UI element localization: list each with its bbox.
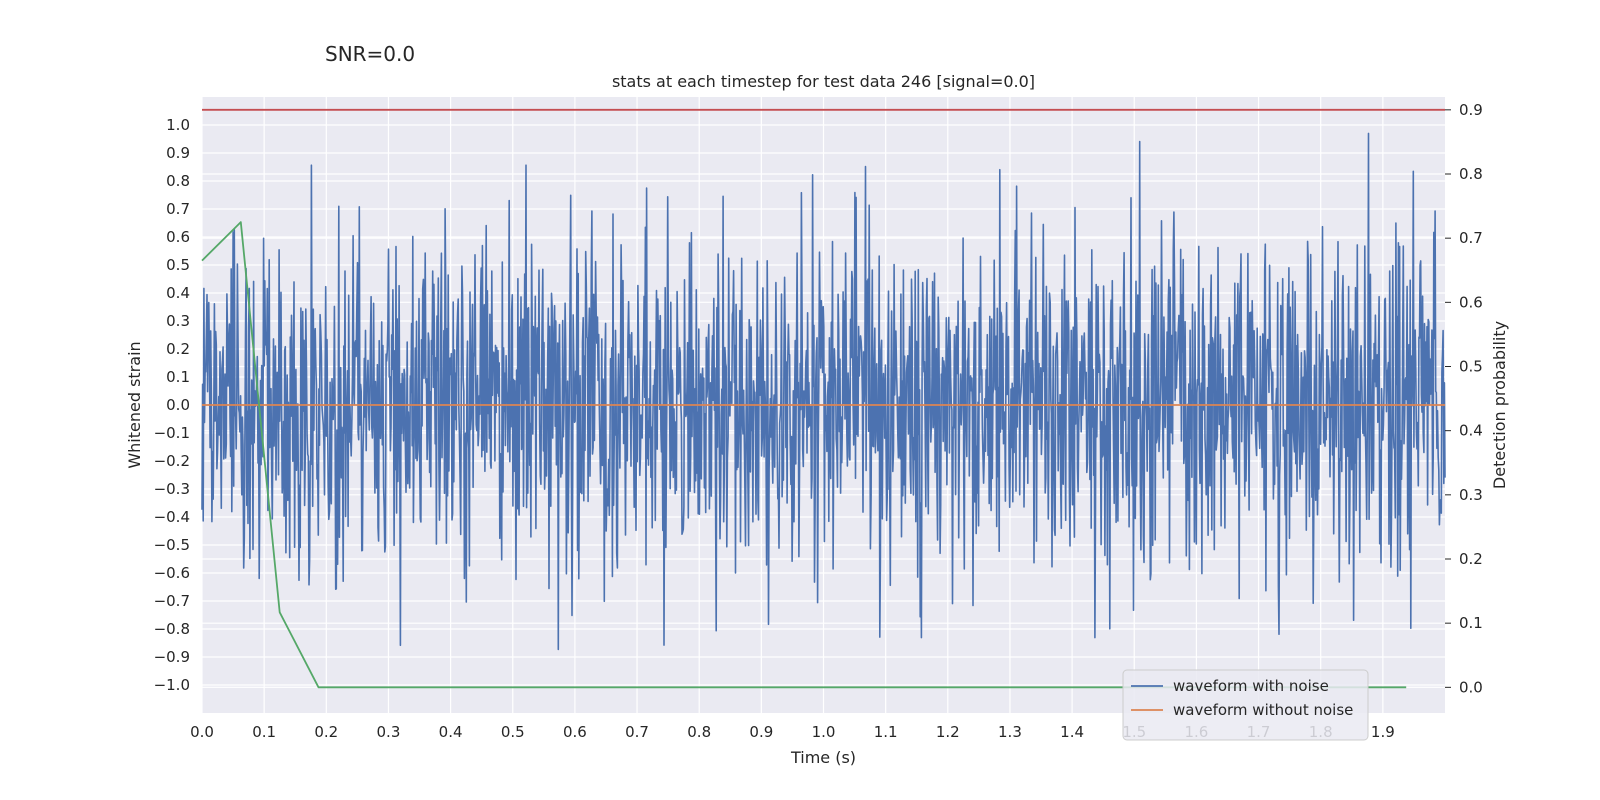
y-axis-label: Whitened strain: [125, 341, 144, 468]
x-tick-label: 0.4: [439, 723, 463, 741]
y2-tick-label: 0.4: [1459, 422, 1483, 440]
legend: waveform with noise waveform without nois…: [1122, 669, 1369, 741]
y-tick-label: −0.7: [154, 592, 190, 610]
x-tick-label: 0.8: [687, 723, 711, 741]
x-tick-label: 0.6: [563, 723, 587, 741]
chart-title: stats at each timestep for test data 246…: [612, 72, 1035, 91]
x-tick-label: 1.1: [874, 723, 898, 741]
y2-tick-label: 0.1: [1459, 614, 1483, 632]
x-tick-label: 0.3: [377, 723, 401, 741]
y-tick-label: −0.9: [154, 648, 190, 666]
y-tick-label: 0.3: [166, 312, 190, 330]
y2-tick-label: 0.8: [1459, 165, 1483, 183]
x-tick-label: 0.1: [252, 723, 276, 741]
y2-tick-label: 0.5: [1459, 358, 1483, 376]
y-tick-label: −0.8: [154, 620, 190, 638]
y-tick-label: 0.4: [166, 284, 190, 302]
waveform-with-noise-line: [201, 132, 1446, 651]
series-2-line: [201, 221, 1407, 689]
y-tick-label: 0.7: [166, 200, 190, 218]
x-tick-label: 0.9: [749, 723, 773, 741]
y-tick-label: 1.0: [166, 116, 190, 134]
tick-labels: 0.0 0.1 0.2 0.3 0.4 0.5 0.6 0.7 0.8 0.9 1.0 1.1 1.2 1…: [154, 101, 1483, 741]
y-tick-label: 0.0: [166, 396, 190, 414]
y-tick-label: −0.1: [154, 424, 190, 442]
x-tick-label: 0.5: [501, 723, 525, 741]
legend-label: waveform without noise: [1173, 701, 1353, 719]
y-tick-label: −1.0: [154, 676, 190, 694]
x-tick-label: 1.4: [1060, 723, 1084, 741]
y2-tick-label: 0.3: [1459, 486, 1483, 504]
y2-tick-label: 0.9: [1459, 101, 1483, 119]
series-layer: [201, 108, 1446, 689]
y-tick-label: −0.2: [154, 452, 190, 470]
x-tick-label: 0.7: [625, 723, 649, 741]
x-tick-label: 0.0: [190, 723, 214, 741]
legend-box: [1122, 669, 1369, 741]
y2-axis-label: Detection probability: [1490, 321, 1509, 489]
y2-tick-label: 0.7: [1459, 229, 1483, 247]
y-tick-label: −0.3: [154, 480, 190, 498]
x-tick-label: 0.2: [314, 723, 338, 741]
x-axis-label: Time (s): [790, 748, 856, 767]
y-tick-label: 0.6: [166, 228, 190, 246]
x-tick-label: 1.2: [936, 723, 960, 741]
figure-suptitle: SNR=0.0: [325, 42, 416, 66]
y2-tick-label: 0.0: [1459, 678, 1483, 696]
y-tick-label: −0.5: [154, 536, 190, 554]
x-tick-label: 1.3: [998, 723, 1022, 741]
x-tick-label: 1.0: [812, 723, 836, 741]
y-tick-label: 0.1: [166, 368, 190, 386]
y2-tick-label: 0.6: [1459, 293, 1483, 311]
y-tick-label: 0.8: [166, 172, 190, 190]
y-tick-label: 0.5: [166, 256, 190, 274]
y-tick-label: −0.4: [154, 508, 190, 526]
x-tick-label: 1.9: [1371, 723, 1395, 741]
legend-label: waveform with noise: [1173, 677, 1329, 695]
y2-tick-label: 0.2: [1459, 550, 1483, 568]
y-tick-label: 0.9: [166, 144, 190, 162]
y-tick-label: 0.2: [166, 340, 190, 358]
y-tick-label: −0.6: [154, 564, 190, 582]
